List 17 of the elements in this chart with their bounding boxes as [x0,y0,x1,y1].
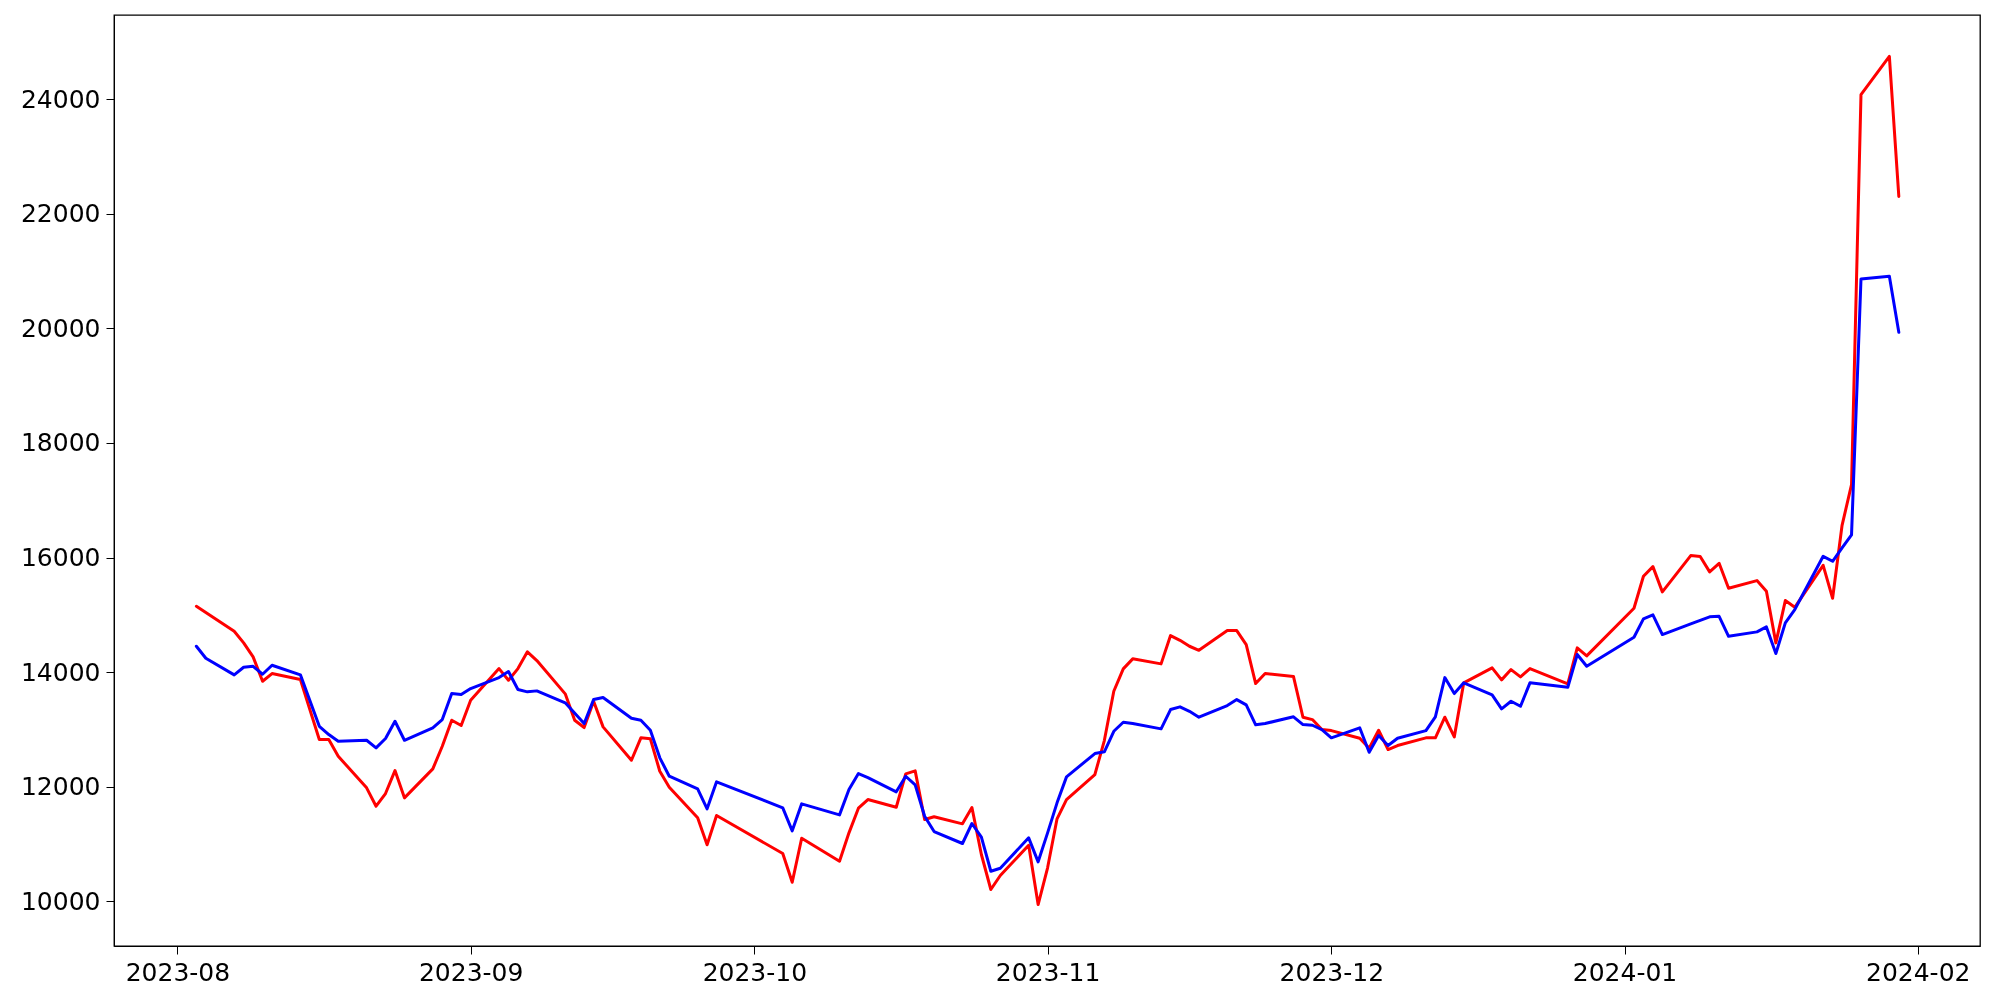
x-tick-label: 2023-09 [418,957,524,987]
line-series [194,274,1901,873]
y-tick-label: 16000 [20,543,101,573]
x-tick-label: 2023-11 [995,957,1101,987]
x-tick-label: 2023-08 [125,957,231,987]
x-tick-label: 2023-10 [702,957,808,987]
y-tick-label: 10000 [20,886,101,916]
y-tick-label: 24000 [20,84,101,114]
y-tick-label: 20000 [20,313,101,343]
y-tick-label: 22000 [20,199,101,229]
x-tick-label: 2024-01 [1572,957,1678,987]
y-tick-label: 14000 [20,657,101,687]
x-tick-label: 2024-02 [1866,957,1971,987]
y-tick-label: 12000 [20,772,101,802]
x-tick-label: 2023-12 [1279,957,1385,987]
y-tick-label: 18000 [20,428,101,458]
line-series [194,54,1901,907]
